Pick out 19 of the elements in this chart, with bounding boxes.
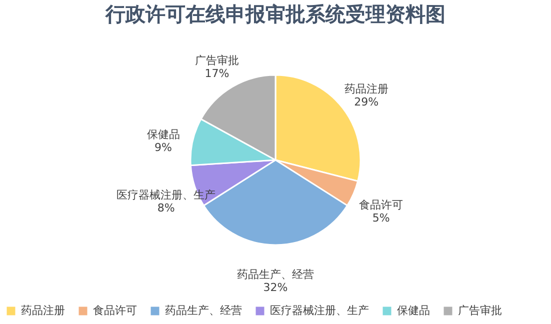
data-label: 9% bbox=[154, 140, 172, 154]
slice-label: 食品许可 bbox=[359, 198, 404, 212]
data-label: 32% bbox=[263, 281, 288, 294]
slice-label: 药品注册 bbox=[344, 82, 388, 96]
slice-label: 药品生产、经营 bbox=[237, 268, 314, 281]
legend-label: 广告审批 bbox=[458, 304, 502, 317]
legend-label: 保健品 bbox=[397, 304, 430, 317]
legend-label: 药品生产、经营 bbox=[165, 304, 242, 317]
slice-label: 保健品 bbox=[146, 128, 180, 141]
legend-label: 医疗器械注册、生产 bbox=[270, 304, 369, 317]
data-label: 29% bbox=[354, 96, 379, 109]
data-label: 17% bbox=[204, 67, 230, 80]
data-label: 8% bbox=[157, 202, 175, 215]
legend-label: 药品注册 bbox=[21, 304, 65, 317]
data-label: 5% bbox=[372, 212, 390, 225]
chart-title: 行政许可在线申报审批系统受理资料图 bbox=[104, 2, 446, 26]
legend-label: 食品许可 bbox=[93, 304, 137, 317]
slice-label: 医疗器械注册、生产 bbox=[116, 188, 216, 202]
slice-label: 广告审批 bbox=[194, 54, 239, 68]
